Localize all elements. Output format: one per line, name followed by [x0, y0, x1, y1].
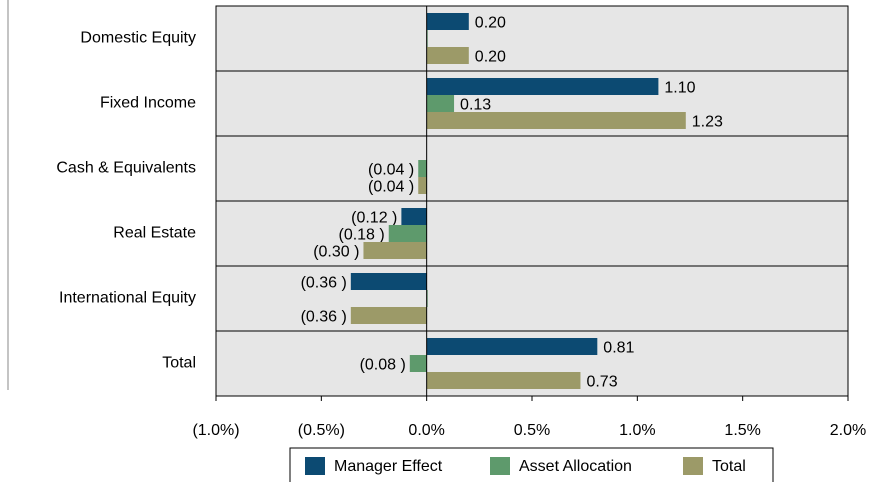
- value-label: (0.04 ): [368, 179, 414, 196]
- bar: [409, 355, 427, 372]
- category-label: Real Estate: [113, 225, 196, 242]
- x-tick-label: 0.5%: [514, 422, 550, 439]
- value-label: (0.18 ): [338, 227, 384, 244]
- x-tick-label: (0.5%): [298, 422, 345, 439]
- legend-swatch: [490, 457, 510, 475]
- bar: [426, 95, 455, 112]
- value-label: (0.36 ): [301, 275, 347, 292]
- bar: [401, 208, 427, 225]
- value-label: 1.10: [664, 80, 695, 97]
- x-tick-label: 1.5%: [724, 422, 760, 439]
- legend-label: Total: [712, 458, 746, 475]
- bar: [363, 242, 427, 259]
- bar: [426, 13, 469, 30]
- legend-label: Manager Effect: [334, 458, 443, 475]
- legend-label: Asset Allocation: [519, 458, 632, 475]
- bar: [426, 78, 659, 95]
- bar: [426, 112, 686, 129]
- bar: [350, 307, 427, 324]
- value-label: (0.08 ): [360, 357, 406, 374]
- bar: [426, 338, 598, 355]
- category-label: International Equity: [59, 290, 196, 307]
- category-label: Domestic Equity: [80, 30, 196, 47]
- legend-swatch: [683, 457, 703, 475]
- value-label: 0.73: [586, 374, 617, 391]
- value-label: 1.23: [692, 114, 723, 131]
- value-label: (0.30 ): [313, 244, 359, 261]
- category-label: Fixed Income: [100, 95, 196, 112]
- value-label: 0.13: [460, 97, 491, 114]
- value-label: 0.20: [475, 15, 506, 32]
- x-tick-label: 0.0%: [408, 422, 444, 439]
- bar: [418, 177, 427, 194]
- value-label: (0.04 ): [368, 162, 414, 179]
- value-label: 0.20: [475, 49, 506, 66]
- bar: [426, 372, 581, 389]
- value-label: (0.36 ): [301, 309, 347, 326]
- bar: [388, 225, 427, 242]
- category-label: Total: [162, 355, 196, 372]
- x-tick-label: (1.0%): [192, 422, 239, 439]
- x-tick-label: 2.0%: [830, 422, 866, 439]
- category-label: Cash & Equivalents: [56, 160, 196, 177]
- x-tick-label: 1.0%: [619, 422, 655, 439]
- bar: [426, 47, 469, 64]
- bar: [418, 160, 427, 177]
- value-label: 0.81: [603, 340, 634, 357]
- legend-swatch: [305, 457, 325, 475]
- value-label: (0.12 ): [351, 210, 397, 227]
- bar: [350, 273, 427, 290]
